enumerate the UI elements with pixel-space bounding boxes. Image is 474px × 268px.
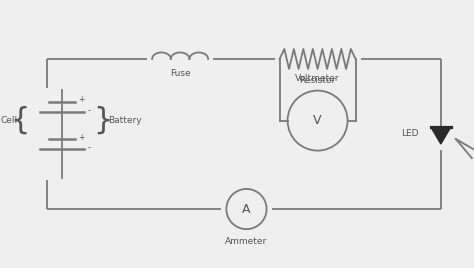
Text: A: A bbox=[242, 203, 251, 215]
Text: Fuse: Fuse bbox=[170, 69, 191, 78]
Text: Ammeter: Ammeter bbox=[225, 237, 268, 246]
Text: Cell: Cell bbox=[0, 116, 18, 125]
Text: LED: LED bbox=[401, 129, 419, 139]
Text: +: + bbox=[79, 95, 85, 105]
Text: -: - bbox=[88, 106, 91, 116]
Text: Resistor: Resistor bbox=[300, 76, 336, 85]
Text: Battery: Battery bbox=[109, 116, 142, 125]
Text: -: - bbox=[88, 143, 91, 152]
Polygon shape bbox=[431, 127, 451, 144]
Text: {: { bbox=[10, 106, 29, 135]
Text: V: V bbox=[313, 114, 322, 127]
Text: +: + bbox=[79, 132, 85, 142]
Text: }: } bbox=[94, 106, 113, 135]
Text: Voltmeter: Voltmeter bbox=[295, 74, 340, 83]
